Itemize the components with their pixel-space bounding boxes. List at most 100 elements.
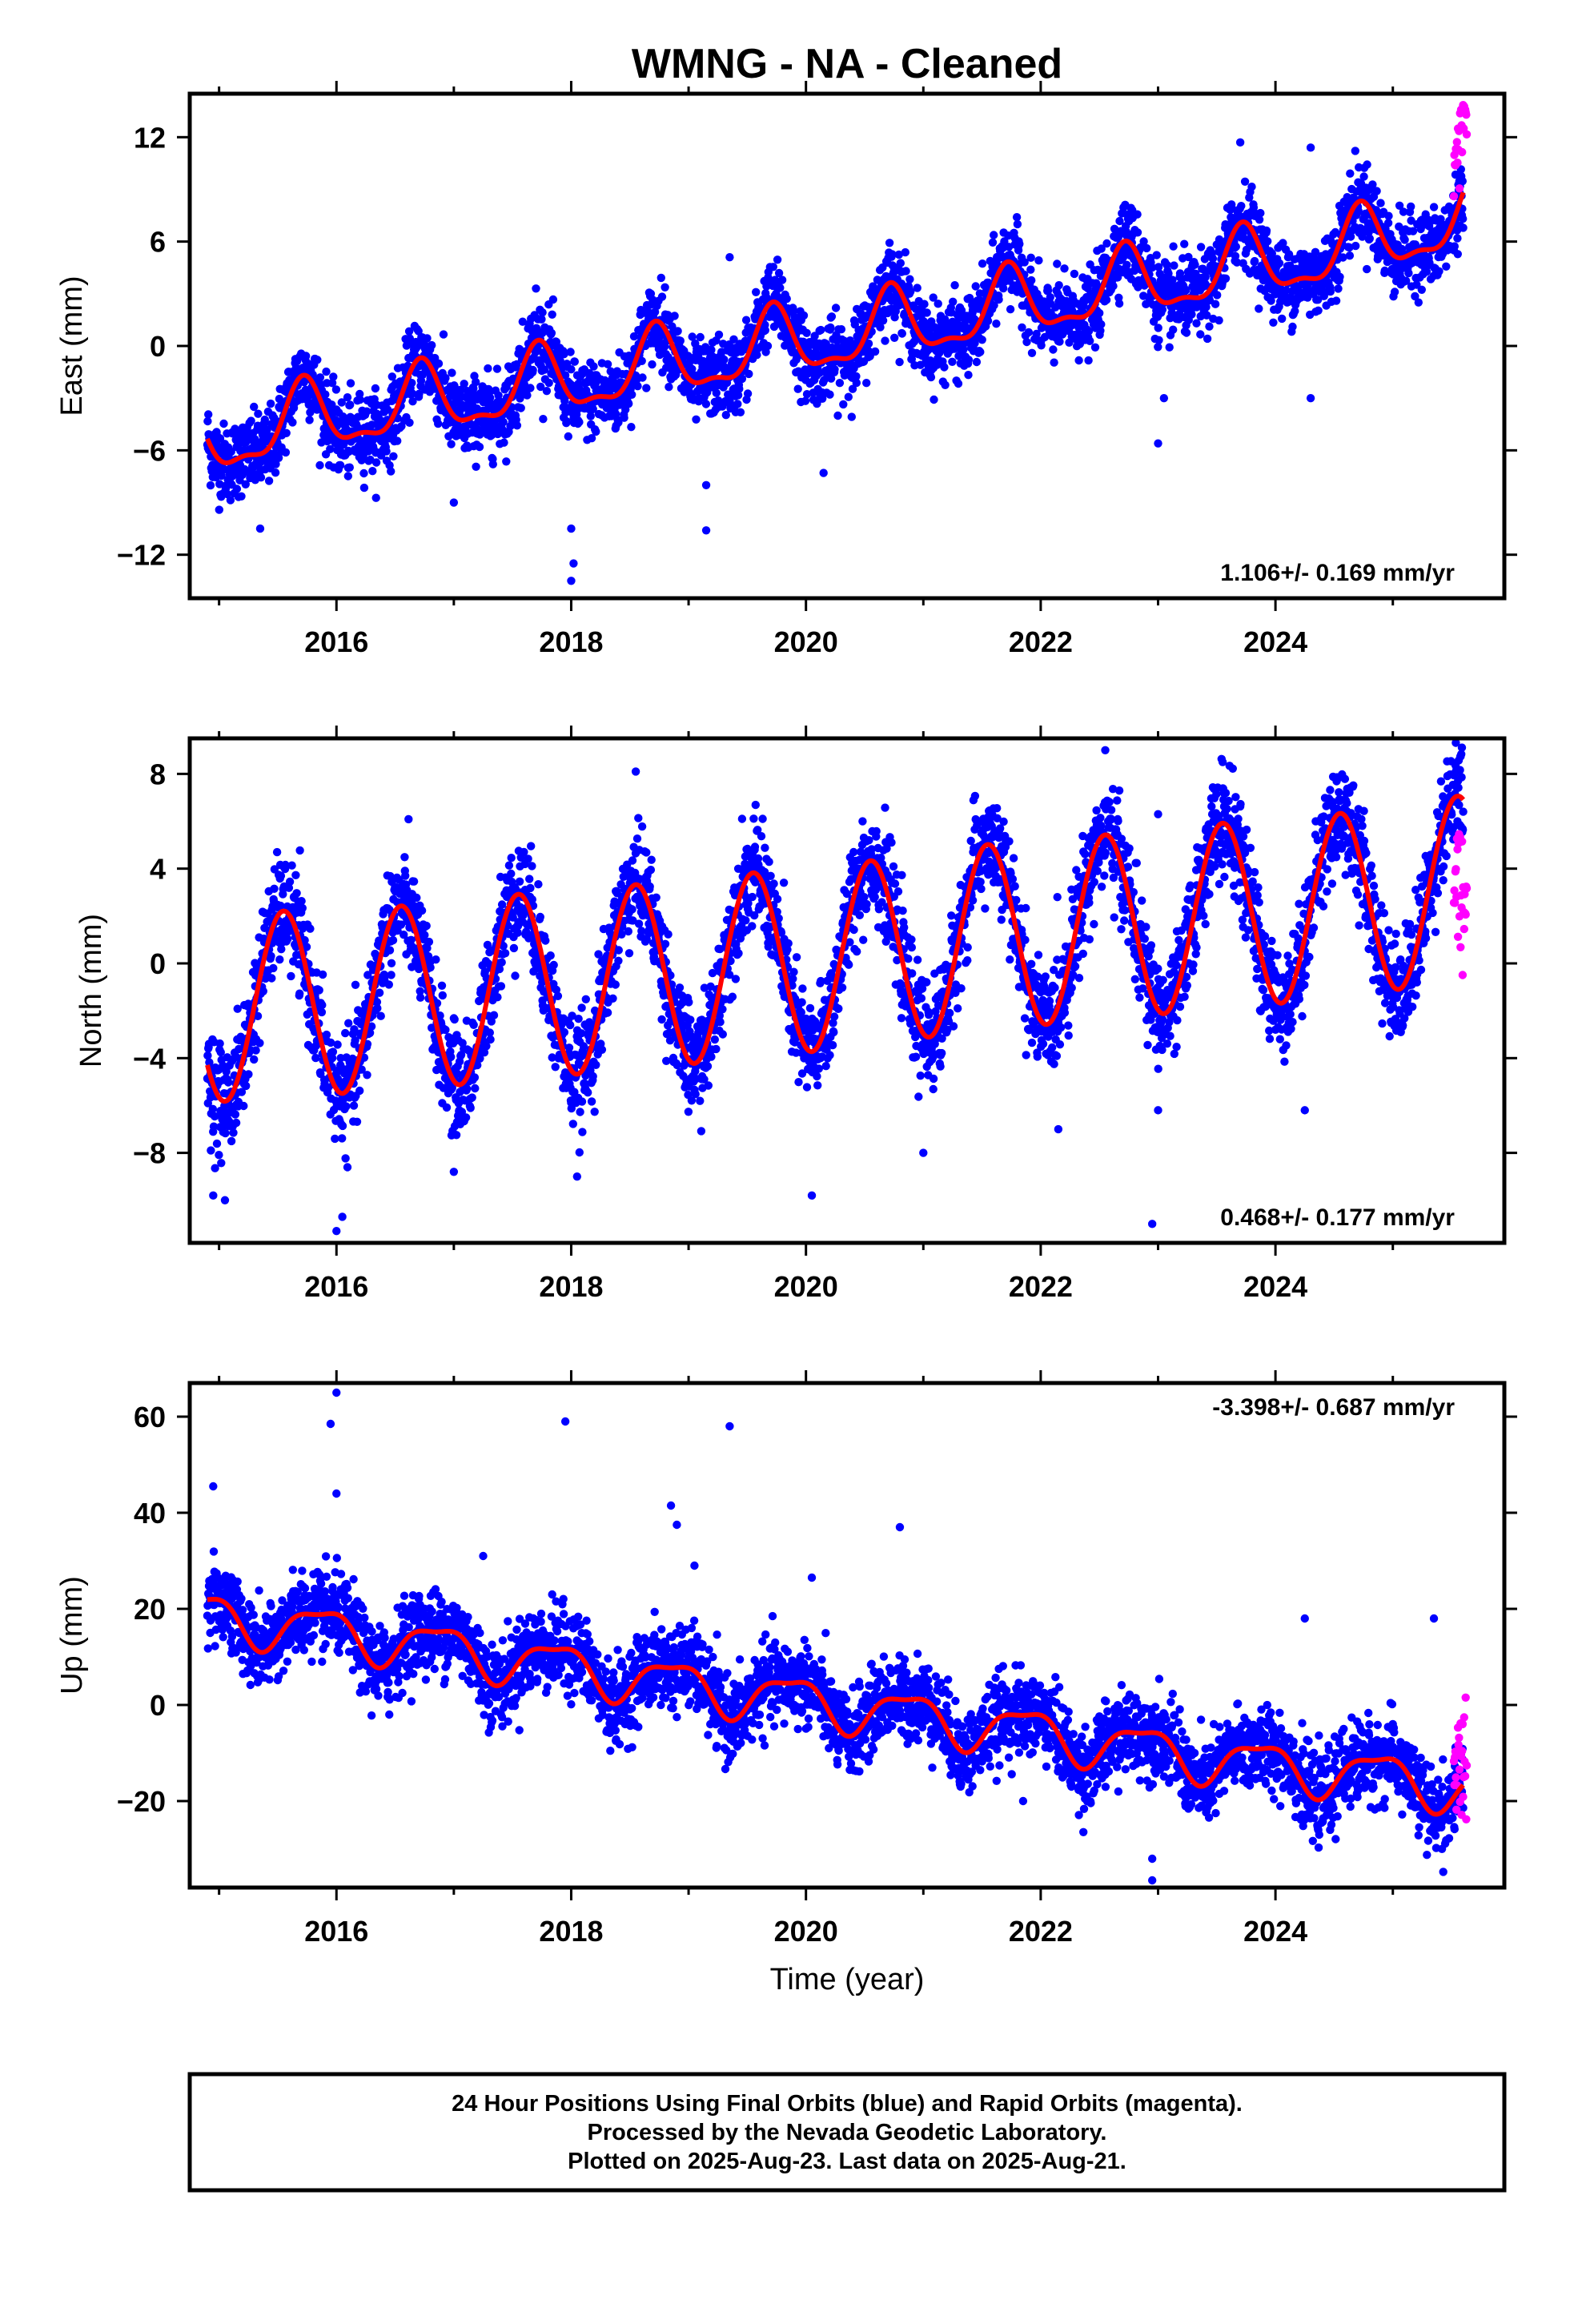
data-point — [338, 1134, 347, 1143]
data-point — [1211, 300, 1220, 308]
data-point — [1282, 286, 1291, 295]
data-point — [209, 1122, 219, 1131]
data-point — [1411, 292, 1419, 301]
data-point — [315, 460, 324, 470]
data-point — [295, 989, 304, 998]
data-point — [862, 379, 871, 388]
data-point — [400, 853, 409, 862]
data-point — [318, 1000, 327, 1010]
data-point — [416, 993, 425, 1002]
data-point — [404, 814, 413, 824]
data-point — [560, 371, 570, 380]
data-point — [1168, 275, 1177, 284]
data-point — [408, 379, 416, 388]
data-point — [926, 372, 936, 382]
data-point — [227, 1136, 236, 1146]
data-point — [701, 400, 711, 408]
data-point — [275, 955, 284, 964]
data-point — [404, 327, 414, 336]
data-point — [250, 1055, 259, 1064]
data-point — [990, 301, 998, 310]
data-point — [274, 453, 283, 462]
data-point — [1414, 298, 1423, 307]
data-point — [523, 391, 532, 400]
data-point — [1053, 259, 1062, 268]
rapid-point — [1449, 191, 1459, 201]
data-point — [342, 1102, 351, 1111]
data-point — [544, 378, 553, 388]
data-point — [407, 935, 416, 945]
data-point — [1046, 293, 1055, 302]
data-point — [817, 394, 827, 403]
data-point — [633, 382, 642, 391]
data-point — [468, 1093, 476, 1102]
data-point — [316, 1069, 325, 1079]
data-point — [776, 283, 785, 292]
data-point — [441, 1025, 450, 1035]
data-point — [355, 1086, 364, 1096]
data-point — [1026, 253, 1035, 262]
data-point — [346, 400, 355, 409]
data-point — [821, 340, 830, 348]
data-point — [1407, 216, 1415, 225]
data-point — [412, 893, 421, 903]
data-point — [452, 1131, 461, 1140]
data-point — [242, 1081, 251, 1091]
data-point — [972, 357, 982, 367]
data-point — [371, 493, 380, 502]
data-point — [1240, 177, 1250, 186]
data-point — [1263, 237, 1272, 246]
data-point — [1326, 287, 1335, 296]
data-point — [638, 373, 647, 382]
data-point — [789, 306, 798, 316]
data-point — [941, 380, 950, 389]
data-point — [538, 308, 547, 317]
data-point — [371, 458, 381, 467]
data-point — [362, 407, 371, 416]
data-point — [763, 341, 773, 351]
data-point — [1050, 358, 1058, 367]
data-point — [560, 350, 568, 359]
data-point — [560, 396, 569, 405]
data-point — [269, 963, 278, 973]
data-point — [1034, 256, 1043, 265]
x-tick-label: 2024 — [1243, 625, 1307, 658]
data-point — [255, 1039, 264, 1047]
data-point — [217, 1159, 226, 1168]
data-point — [417, 906, 427, 915]
data-point — [428, 340, 436, 350]
data-point — [287, 971, 295, 981]
data-point — [318, 970, 327, 979]
data-point — [371, 384, 380, 393]
data-point — [343, 393, 352, 402]
data-point — [624, 399, 633, 408]
outlier-point — [567, 524, 576, 533]
data-point — [1184, 252, 1193, 262]
data-point — [949, 297, 958, 306]
data-point — [387, 959, 396, 968]
data-point — [1279, 239, 1287, 247]
rapid-orbit-points — [1449, 101, 1472, 201]
data-point — [363, 971, 372, 979]
data-point — [627, 423, 636, 432]
data-point — [1255, 304, 1263, 313]
data-point — [564, 432, 572, 441]
data-point — [305, 416, 314, 424]
data-point — [1365, 234, 1375, 243]
data-point — [1139, 237, 1148, 246]
data-point — [284, 883, 294, 892]
data-point — [1231, 242, 1241, 251]
data-point — [773, 255, 782, 264]
data-point — [415, 389, 424, 398]
data-point — [954, 379, 963, 388]
x-tick-label: 2016 — [304, 625, 368, 658]
data-point — [983, 316, 993, 325]
data-point — [272, 847, 282, 857]
data-point — [913, 283, 921, 292]
data-point — [331, 385, 341, 394]
data-point — [247, 416, 255, 425]
data-point — [648, 360, 656, 369]
data-point — [714, 330, 724, 340]
data-point — [1376, 199, 1385, 207]
